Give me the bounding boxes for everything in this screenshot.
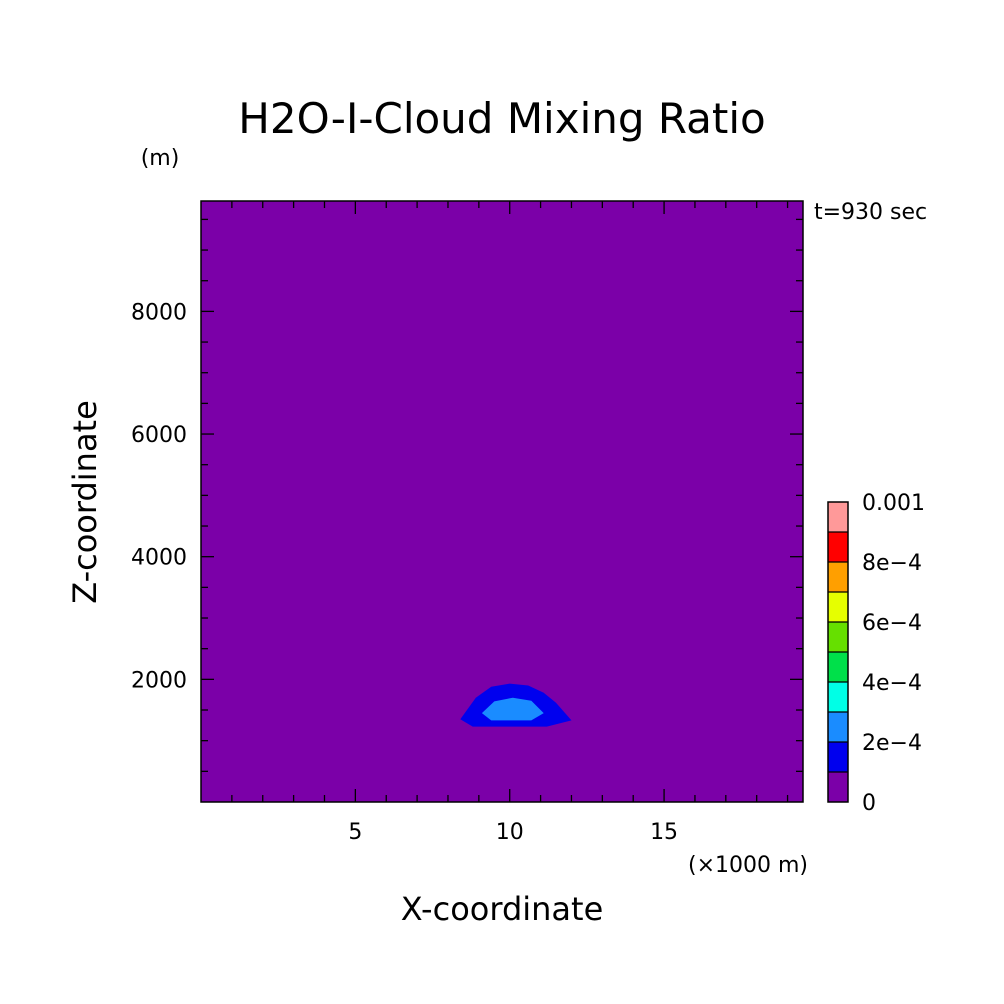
axis-ticks: [201, 201, 803, 802]
y-tick-label: 4000: [131, 546, 187, 571]
colorbar-swatch: [828, 532, 848, 562]
x-axis-label: X-coordinate: [401, 890, 604, 928]
colorbar-swatch: [828, 592, 848, 622]
y-unit-label: (m): [141, 146, 180, 171]
x-unit-label: (×1000 m): [688, 853, 808, 878]
plot-frame: [200, 200, 804, 803]
colorbar-swatch: [828, 742, 848, 772]
colorbar-tick-label: 6e−4: [862, 611, 922, 636]
colorbar-swatch: [828, 652, 848, 682]
x-tick-label: 5: [348, 820, 362, 845]
y-tick-label: 6000: [131, 423, 187, 448]
colorbar-tick-label: 0: [862, 791, 876, 816]
x-tick-label: 15: [650, 820, 678, 845]
colorbar-swatch: [828, 712, 848, 742]
colorbar-swatch: [828, 502, 848, 532]
x-tick-label: 10: [496, 820, 524, 845]
colorbar-swatch: [828, 682, 848, 712]
colorbar-tick-label: 0.001: [862, 491, 925, 516]
colorbar-tick-label: 4e−4: [862, 671, 922, 696]
time-label: t=930 sec: [814, 200, 927, 225]
tick-labels: 5 10 15 2000 4000 6000 8000: [131, 300, 678, 845]
colorbar-swatch: [828, 622, 848, 652]
y-tick-label: 8000: [131, 300, 187, 325]
colorbar-tick-label: 2e−4: [862, 731, 922, 756]
y-tick-label: 2000: [131, 668, 187, 693]
colorbar: 0 2e−4 4e−4 6e−4 8e−4 0.001: [827, 491, 925, 816]
colorbar-swatch: [828, 772, 848, 802]
chart-title: H2O-I-Cloud Mixing Ratio: [238, 94, 765, 143]
colorbar-tick-label: 8e−4: [862, 551, 922, 576]
y-axis-label: Z-coordinate: [66, 400, 104, 604]
colorbar-swatch: [828, 562, 848, 592]
colorbar-frame: [827, 501, 849, 803]
contour-region-2: [481, 697, 544, 721]
plot-area: [201, 201, 803, 802]
